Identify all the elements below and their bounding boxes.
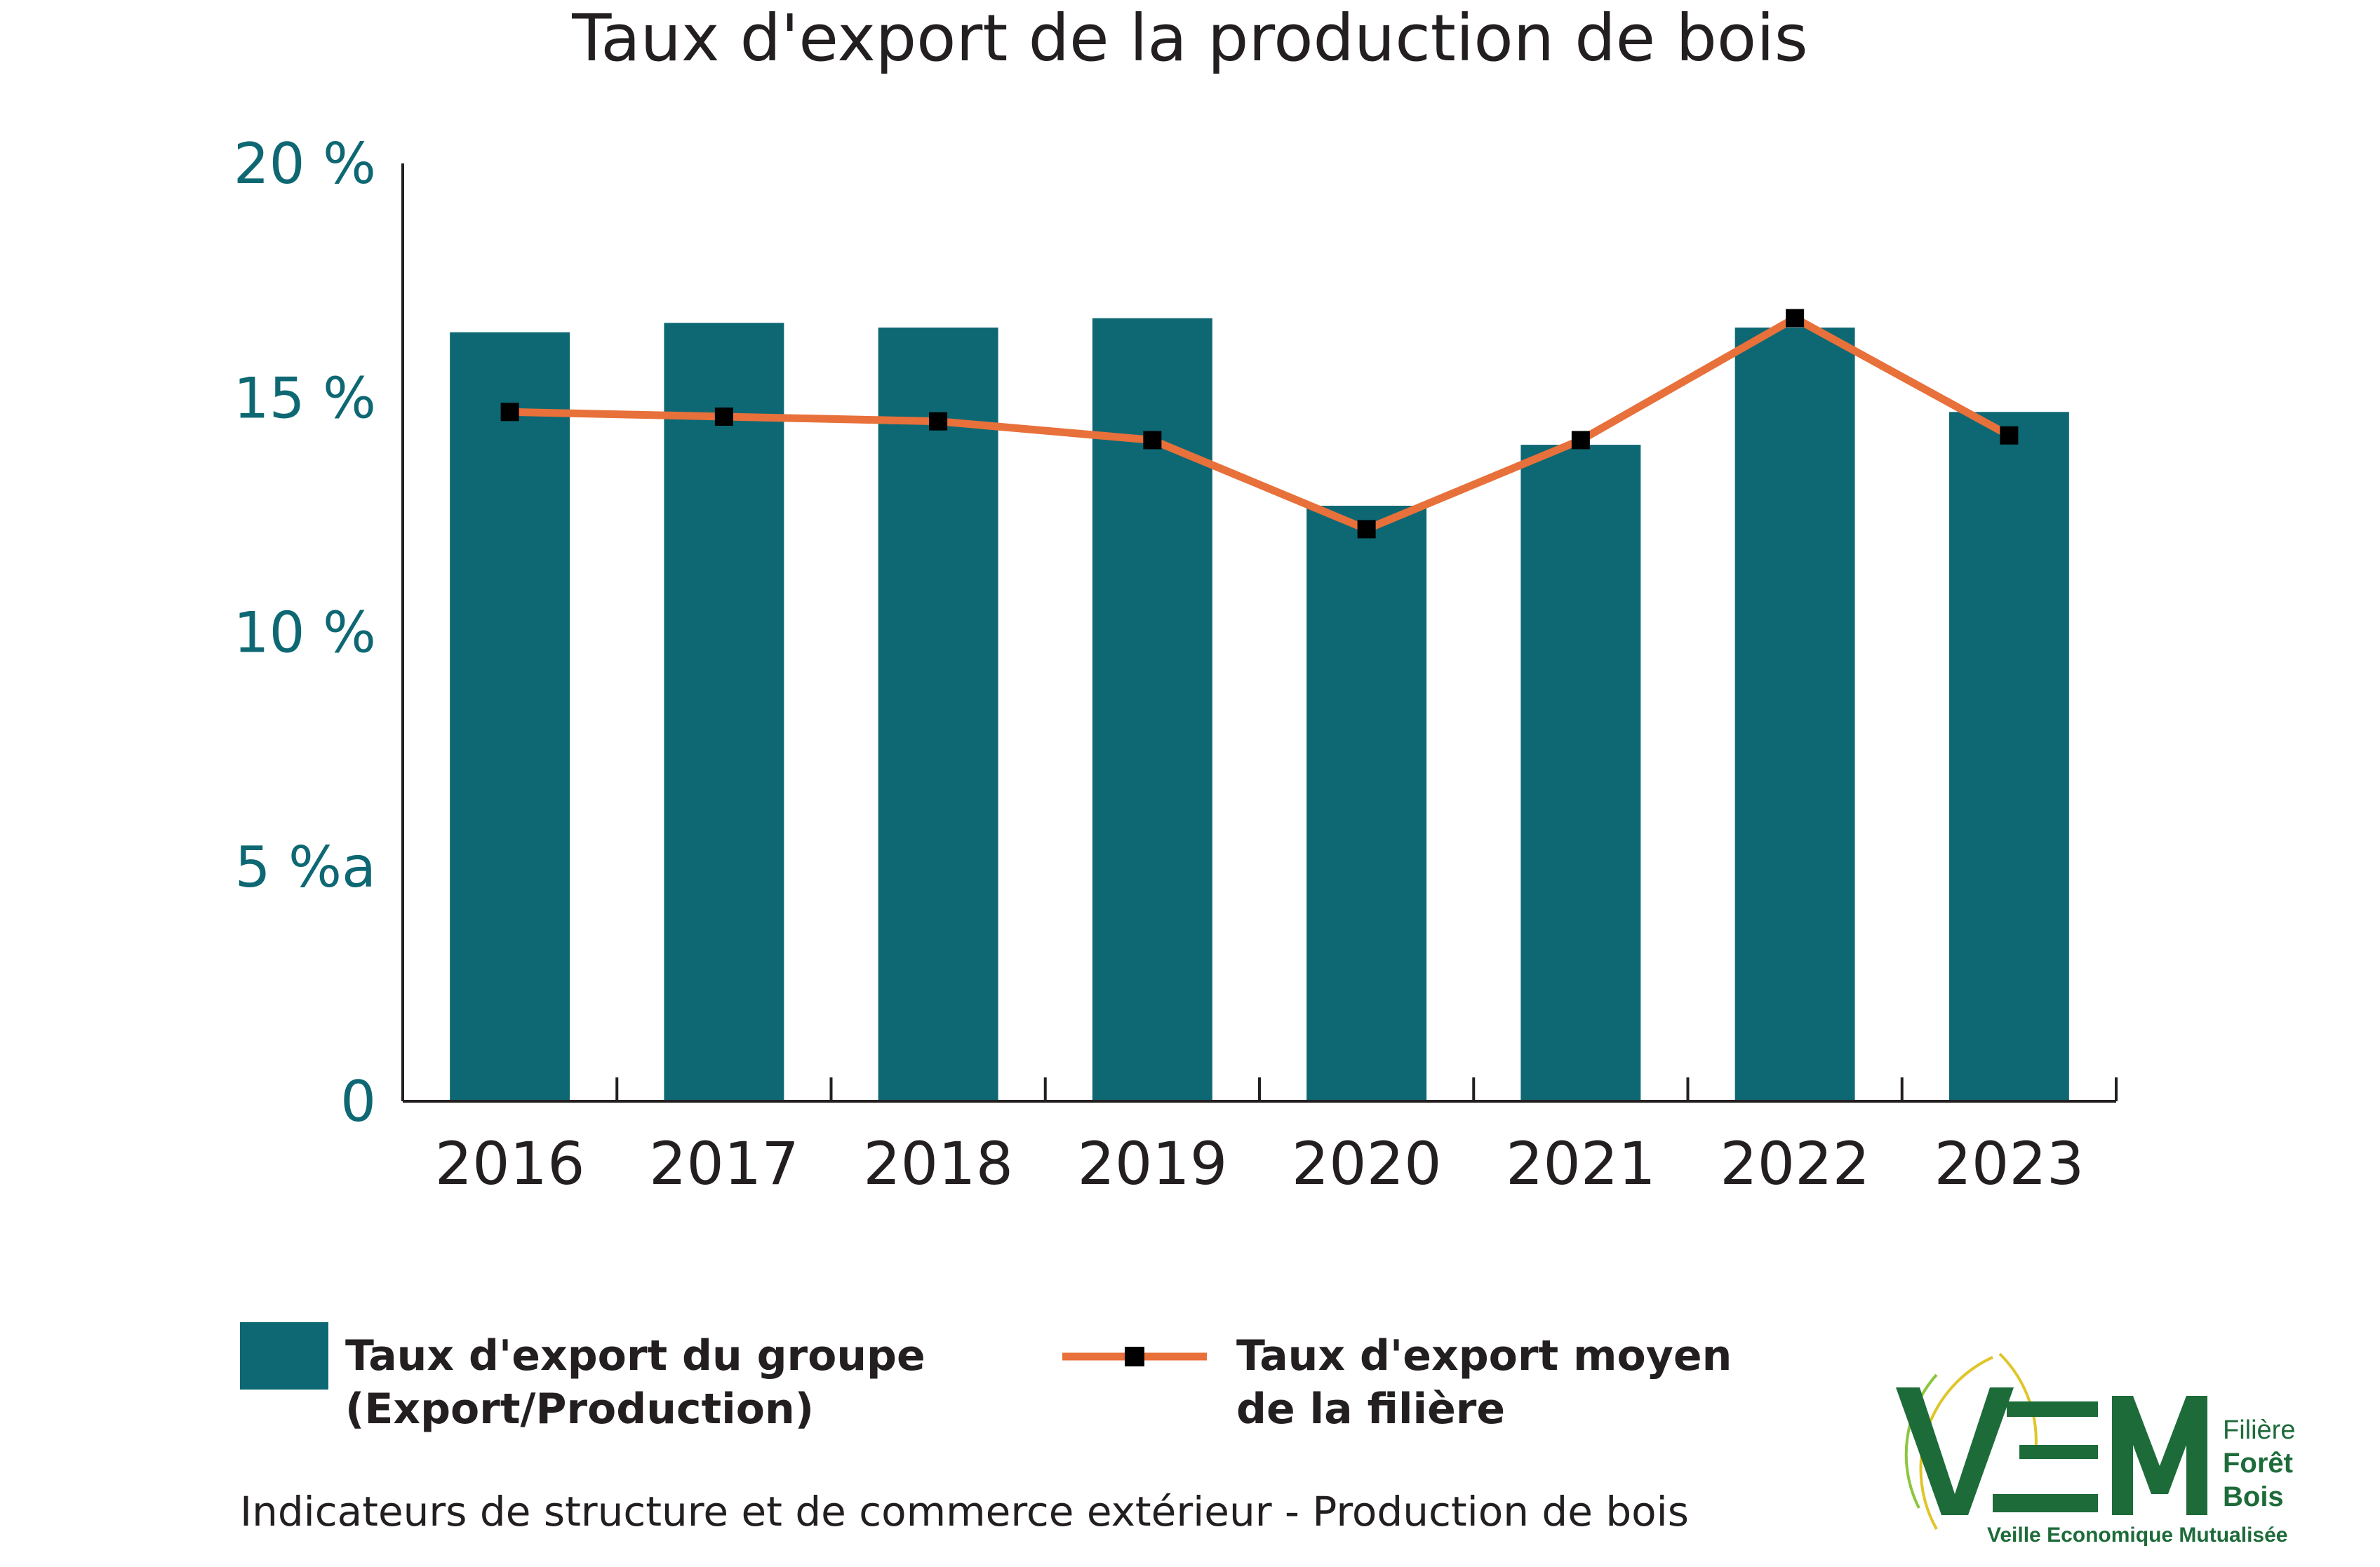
logo-foret: Forêt [2223, 1448, 2293, 1479]
bar-2016 [450, 332, 570, 1101]
line-point-2017 [714, 407, 733, 426]
legend-line-label-line1: Taux d'export moyen [1236, 1331, 1732, 1380]
line-point-2021 [1571, 431, 1590, 450]
y-tick-label: 15 % [234, 365, 376, 431]
legend-line-label: Taux d'export moyen de la filière [1236, 1329, 1732, 1436]
line-point-2016 [500, 403, 519, 422]
y-tick-label: 5 %a [235, 835, 376, 900]
x-tick-label: 2023 [1934, 1129, 2084, 1198]
bar-2017 [664, 323, 784, 1101]
legend-bar-label-line2: (Export/Production) [345, 1385, 815, 1434]
chart-footer: Indicateurs de structure et de commerce … [240, 1488, 1689, 1535]
legend-bar-swatch [240, 1322, 328, 1390]
x-tick-label: 2021 [1506, 1129, 1656, 1198]
line-point-2022 [1786, 309, 1805, 328]
vem-logo [1896, 1352, 2207, 1530]
y-tick-label: 10 % [234, 600, 376, 666]
bar-2021 [1520, 445, 1641, 1101]
line-point-2020 [1357, 520, 1376, 539]
y-tick-label: 0 [340, 1069, 376, 1134]
logo-bois: Bois [2223, 1481, 2284, 1512]
x-tick-label: 2020 [1292, 1129, 1442, 1198]
line-series-filiere [509, 314, 2012, 533]
legend-bar-label-line1: Taux d'export du groupe [345, 1331, 925, 1380]
logo-filiere: Filière [2223, 1415, 2296, 1445]
x-tick-label: 2022 [1720, 1129, 1870, 1198]
legend-line-label-line2: de la filière [1236, 1385, 1506, 1434]
legend-line-marker [1125, 1347, 1144, 1366]
x-tick-label: 2016 [435, 1129, 585, 1198]
line-point-2019 [1143, 431, 1162, 450]
legend-bar-label: Taux d'export du groupe (Export/Producti… [345, 1329, 925, 1436]
bar-2018 [878, 327, 998, 1102]
x-tick-label: 2018 [863, 1129, 1013, 1198]
line-point-2018 [929, 412, 948, 431]
chart-title: Taux d'export de la production de bois [572, 1, 1808, 76]
bar-2023 [1948, 412, 2069, 1101]
bar-2020 [1306, 506, 1427, 1101]
bar-2022 [1734, 327, 1855, 1102]
y-tick-label: 20 % [234, 131, 376, 196]
x-tick-label: 2019 [1077, 1129, 1227, 1198]
x-tick-label: 2017 [649, 1129, 799, 1198]
logo-tagline: Veille Economique Mutualisée [1987, 1524, 2288, 1547]
line-point-2023 [2000, 426, 2019, 445]
